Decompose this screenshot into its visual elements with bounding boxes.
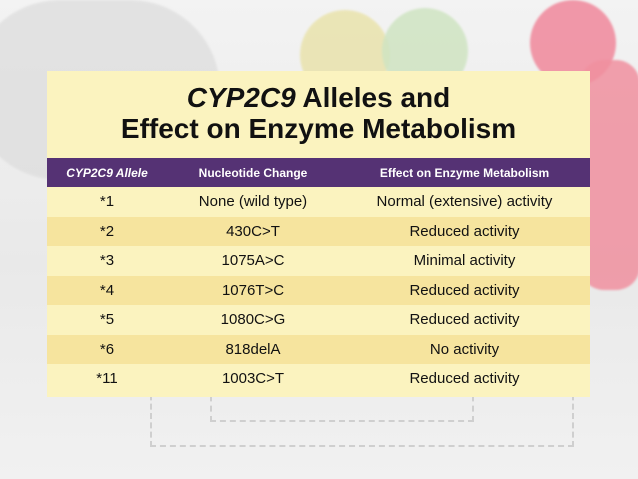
- effect-cell: Minimal activity: [413, 252, 516, 270]
- table-title: CYP2C9 Alleles and Effect on Enzyme Meta…: [47, 71, 590, 158]
- background-dashed-line: [150, 385, 574, 447]
- nucleotide-change-cell: 1003C>T: [221, 370, 285, 388]
- nucleotide-change-cell: None (wild type): [198, 193, 308, 211]
- allele-cell: *5: [99, 311, 115, 329]
- allele-cell: *1: [99, 193, 115, 211]
- nucleotide-change-cell: 1075A>C: [221, 252, 285, 270]
- background-dashed-line: [210, 385, 474, 422]
- allele-cell: *6: [99, 340, 115, 358]
- effect-cell: Reduced activity: [409, 222, 520, 240]
- table-row: *11 1003C>T Reduced activity: [47, 364, 590, 394]
- nucleotide-change-cell: 1080C>G: [220, 311, 286, 329]
- effect-cell: Normal (extensive) activity: [376, 193, 553, 211]
- table-row: *4 1076T>C Reduced activity: [47, 275, 590, 305]
- nucleotide-change-cell: 1076T>C: [221, 281, 285, 299]
- allele-cell: *11: [96, 370, 118, 388]
- effect-cell: Reduced activity: [409, 311, 520, 329]
- table-card: CYP2C9 Alleles and Effect on Enzyme Meta…: [47, 71, 590, 397]
- title-line1-rest: Alleles and: [295, 82, 451, 113]
- title-line-1: CYP2C9 Alleles and: [47, 82, 590, 113]
- table-header-row: CYP2C9 Allele Nucleotide Change Effect o…: [47, 158, 590, 187]
- title-gene: CYP2C9: [186, 82, 296, 113]
- title-line-2: Effect on Enzyme Metabolism: [120, 113, 517, 144]
- effect-cell: Reduced activity: [409, 281, 520, 299]
- effect-cell: Reduced activity: [409, 370, 520, 388]
- column-header-allele: CYP2C9 Allele: [66, 165, 148, 180]
- table-row: *5 1080C>G Reduced activity: [47, 305, 590, 335]
- column-header-effect: Effect on Enzyme Metabolism: [379, 165, 550, 180]
- nucleotide-change-cell: 818delA: [225, 340, 281, 358]
- column-header-nucleotide-change: Nucleotide Change: [198, 165, 308, 180]
- allele-cell: *4: [99, 281, 115, 299]
- table-row: *1 None (wild type) Normal (extensive) a…: [47, 187, 590, 217]
- effect-cell: No activity: [429, 340, 500, 358]
- nucleotide-change-cell: 430C>T: [226, 222, 280, 240]
- allele-cell: *3: [99, 252, 115, 270]
- allele-table: CYP2C9 Allele Nucleotide Change Effect o…: [47, 158, 590, 394]
- table-row: *3 1075A>C Minimal activity: [47, 246, 590, 276]
- allele-cell: *2: [99, 222, 115, 240]
- table-row: *2 430C>T Reduced activity: [47, 216, 590, 246]
- table-row: *6 818delA No activity: [47, 334, 590, 364]
